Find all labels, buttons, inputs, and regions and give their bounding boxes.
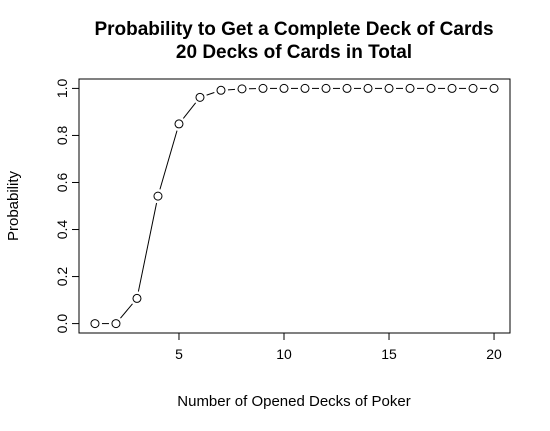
data-point (174, 119, 184, 129)
x-axis: 5 10 15 20 (175, 332, 502, 362)
data-point (363, 83, 373, 93)
data-point (279, 83, 289, 93)
data-point (111, 319, 121, 329)
series-points (90, 83, 499, 329)
plot-frame (78, 78, 511, 334)
series-segment (182, 102, 197, 119)
data-point (384, 83, 394, 93)
data-point (468, 83, 478, 93)
data-point (321, 83, 331, 93)
series-lines (101, 87, 488, 325)
data-point (447, 83, 457, 93)
data-point (489, 83, 499, 93)
x-tick-label: 15 (381, 346, 397, 362)
y-tick-label: 0.8 (54, 126, 70, 146)
series-segment (137, 202, 158, 292)
series-segment (159, 130, 178, 190)
data-point (300, 83, 310, 93)
data-point (132, 293, 142, 303)
x-tick-label: 5 (175, 346, 183, 362)
data-point (195, 92, 205, 102)
data-point (258, 83, 268, 93)
x-axis-label: Number of Opened Decks of Poker (177, 393, 410, 410)
y-tick-label: 0.4 (54, 220, 70, 240)
data-point (90, 319, 100, 329)
series-segment (120, 303, 133, 319)
series-segment (206, 92, 215, 96)
x-tick-label: 20 (486, 346, 502, 362)
data-point (153, 191, 163, 201)
y-axis-label: Probability (5, 170, 22, 241)
chart-title-line-2: 20 Decks of Cards in Total (176, 42, 412, 63)
x-tick-label: 10 (276, 346, 292, 362)
data-point (237, 84, 247, 94)
y-axis: 0.0 0.2 0.4 0.6 0.8 1.0 (54, 78, 80, 334)
y-tick-label: 1.0 (54, 78, 70, 98)
chart-title-line-1: Probability to Get a Complete Deck of Ca… (94, 19, 493, 40)
y-tick-label: 0.2 (54, 267, 70, 287)
data-point (405, 83, 415, 93)
data-point (342, 83, 352, 93)
y-tick-label: 0.6 (54, 173, 70, 193)
y-tick-label: 0.0 (54, 314, 70, 334)
data-point (426, 83, 436, 93)
data-point (216, 85, 226, 95)
